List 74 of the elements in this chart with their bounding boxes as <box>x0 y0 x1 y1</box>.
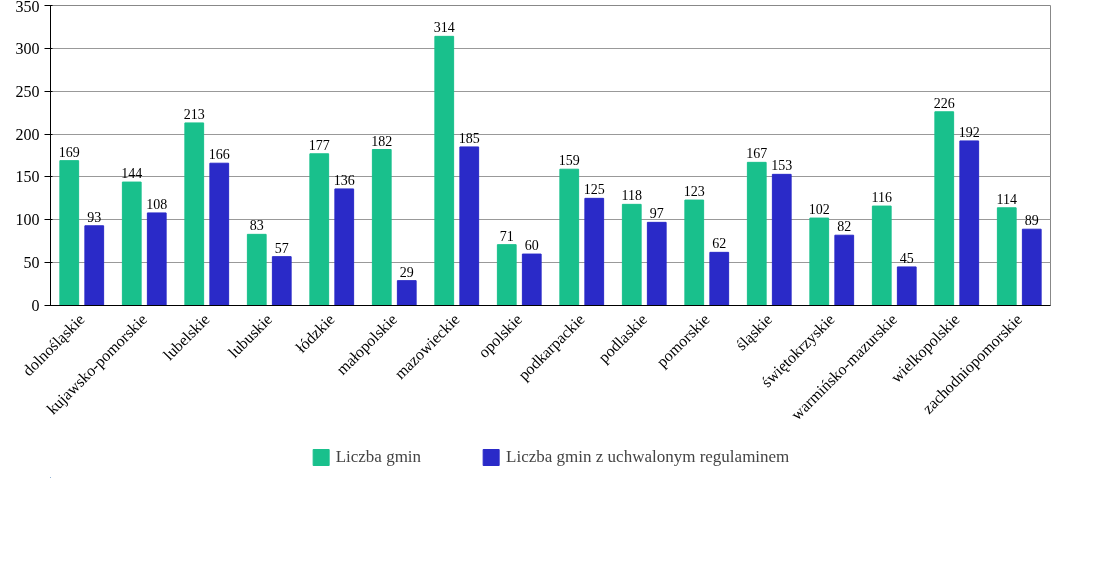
bar <box>521 253 542 306</box>
data-label: 102 <box>808 202 830 218</box>
bar <box>646 221 667 306</box>
data-label: 114 <box>996 191 1017 207</box>
data-label: 213 <box>183 106 205 122</box>
legend-label: Liczba gmin <box>335 447 422 467</box>
y-tick-label: 0 <box>31 297 40 314</box>
data-label: 144 <box>121 166 143 182</box>
bar <box>309 153 330 306</box>
data-label: 192 <box>958 124 980 140</box>
y-tick-label: 100 <box>15 211 40 229</box>
data-label: 93 <box>87 209 102 225</box>
data-label: 177 <box>308 137 330 153</box>
bar <box>559 168 580 306</box>
data-label: 167 <box>746 146 768 162</box>
data-label: 108 <box>146 196 168 212</box>
bar <box>146 212 167 306</box>
data-label: 89 <box>1024 213 1039 229</box>
data-label: 62 <box>712 236 727 252</box>
bar <box>959 140 980 306</box>
data-label: 169 <box>58 144 80 160</box>
y-tick-label: 200 <box>15 125 40 143</box>
data-label: 57 <box>274 240 289 256</box>
bar <box>834 234 855 306</box>
bar <box>1021 228 1042 306</box>
data-label: 118 <box>621 188 642 204</box>
bar <box>684 199 705 306</box>
bar <box>271 256 292 306</box>
bar <box>771 173 792 306</box>
data-label: 45 <box>899 250 914 266</box>
y-tick-label: 300 <box>15 39 40 57</box>
bar <box>434 35 455 306</box>
data-label: 71 <box>499 228 514 244</box>
data-label: 82 <box>837 219 852 235</box>
data-label: 153 <box>771 158 793 174</box>
data-label: 166 <box>208 147 230 163</box>
data-label: 123 <box>683 184 705 200</box>
data-label: 83 <box>249 218 264 234</box>
data-label: 60 <box>524 238 539 254</box>
data-label: 136 <box>333 172 355 188</box>
bar <box>709 251 730 306</box>
bar <box>496 244 517 306</box>
legend-label: Liczba gmin z uchwalonym regulaminem <box>506 447 790 467</box>
data-label: 185 <box>458 130 480 146</box>
data-label: 97 <box>649 206 664 222</box>
bar <box>59 160 80 306</box>
data-label: 116 <box>871 190 892 206</box>
data-label: 182 <box>371 133 393 149</box>
y-tick-label: 150 <box>15 168 40 186</box>
bar <box>896 266 917 306</box>
bar <box>334 188 355 306</box>
data-label: 29 <box>399 264 414 280</box>
bar <box>809 217 830 306</box>
bar <box>121 181 142 306</box>
data-label: 314 <box>433 20 455 36</box>
bar <box>246 233 267 306</box>
y-tick-label: 250 <box>15 82 40 100</box>
y-tick-label: 50 <box>23 254 40 272</box>
bar <box>584 197 605 306</box>
bar <box>871 205 892 306</box>
bar <box>996 207 1017 306</box>
bar <box>459 146 480 306</box>
bar <box>934 111 955 306</box>
bar <box>746 161 767 306</box>
bar <box>396 280 417 306</box>
bar <box>184 122 205 306</box>
data-label: 159 <box>558 153 580 169</box>
bar <box>209 162 230 306</box>
data-label: 226 <box>933 95 955 111</box>
data-label: 125 <box>583 182 605 198</box>
y-tick-label: 350 <box>15 0 40 15</box>
bar <box>371 149 392 306</box>
bar <box>621 203 642 306</box>
bar <box>84 225 105 306</box>
